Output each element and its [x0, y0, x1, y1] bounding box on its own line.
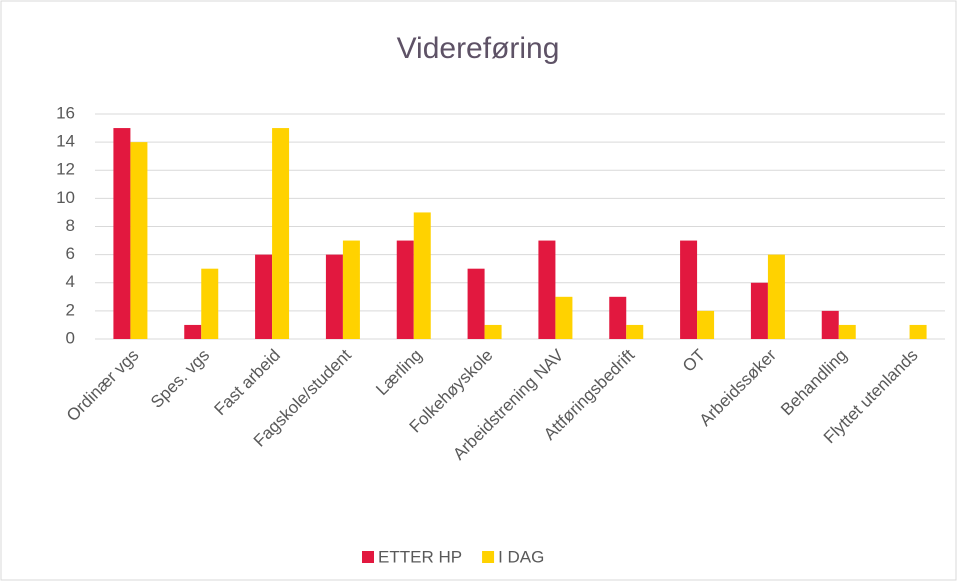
bar	[342, 240, 360, 339]
y-tick-label: 4	[66, 272, 75, 291]
y-tick-label: 6	[66, 244, 75, 263]
bar	[201, 268, 219, 339]
bar	[909, 324, 927, 339]
legend-swatch	[482, 551, 495, 563]
bar	[538, 240, 556, 339]
bar	[697, 310, 715, 339]
bar	[396, 240, 414, 339]
bar	[325, 254, 343, 339]
bar	[255, 254, 273, 339]
y-tick-label: 14	[56, 132, 75, 151]
bar	[413, 212, 431, 339]
chart-title: Videreføring	[397, 32, 560, 65]
bar	[609, 296, 627, 339]
legend-label: I DAG	[498, 547, 544, 566]
y-tick-label: 16	[56, 103, 75, 122]
y-tick-label: 0	[66, 328, 75, 347]
bar	[555, 296, 573, 339]
y-tick-label: 10	[56, 188, 75, 207]
bar	[821, 310, 839, 339]
bar	[680, 240, 698, 339]
bar	[838, 324, 856, 339]
bar	[272, 128, 290, 339]
y-tick-label: 8	[66, 216, 75, 235]
y-tick-label: 12	[56, 160, 75, 179]
bar	[767, 254, 785, 339]
bar	[130, 142, 148, 339]
bar	[467, 268, 485, 339]
bar	[484, 324, 502, 339]
y-tick-label: 2	[66, 300, 75, 319]
bar	[113, 128, 131, 339]
bar	[626, 324, 644, 339]
legend-swatch	[362, 551, 374, 563]
bar	[750, 282, 768, 339]
legend-label: ETTER HP	[378, 547, 462, 566]
bar	[184, 324, 202, 339]
